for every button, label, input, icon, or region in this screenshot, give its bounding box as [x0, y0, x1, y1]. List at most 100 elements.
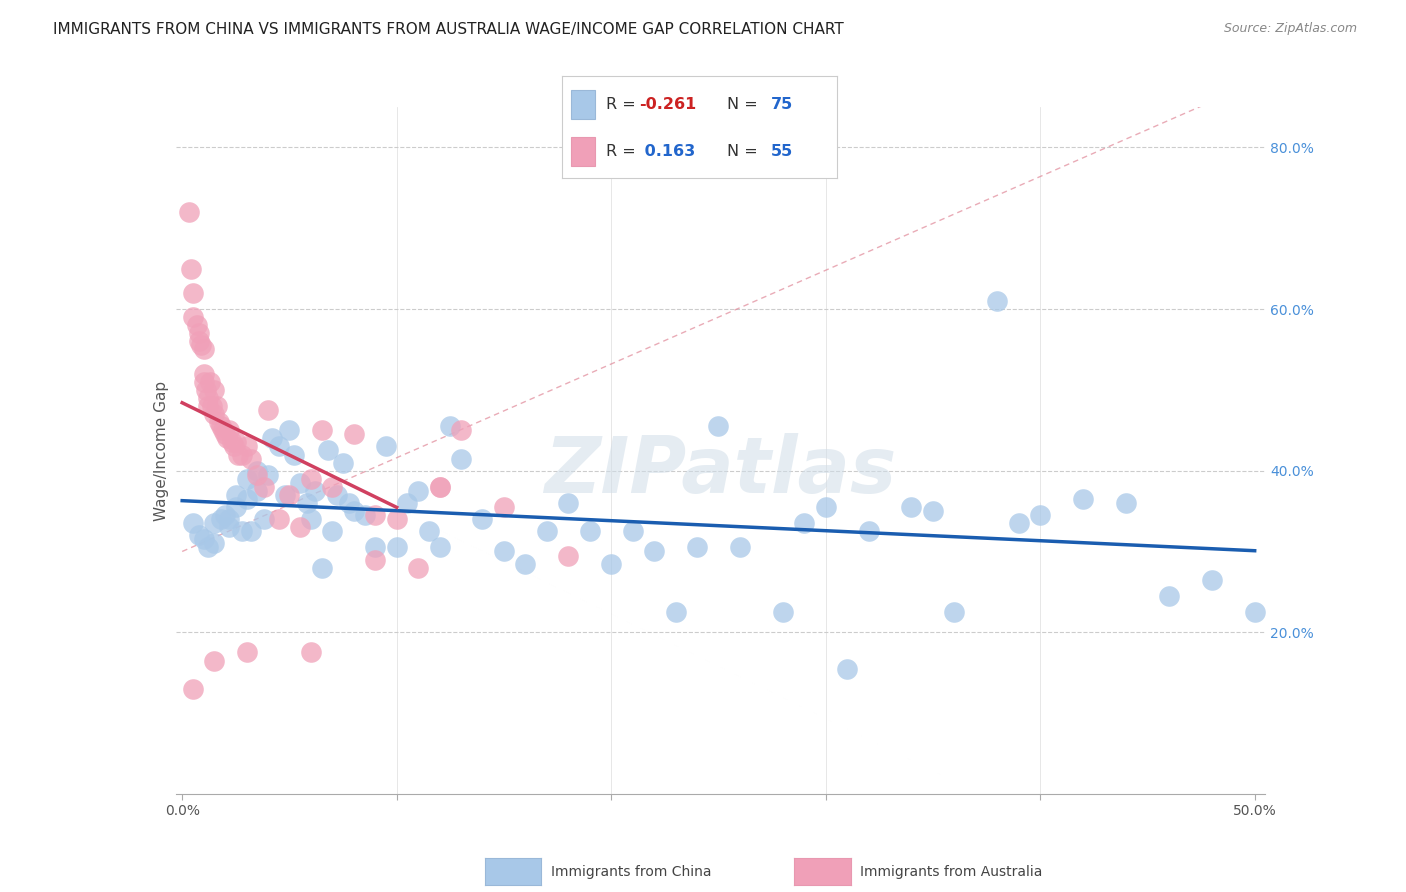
Point: [837, 662, 859, 676]
Point: [193, 343, 215, 357]
Point: [209, 512, 232, 526]
Point: [450, 423, 472, 437]
Point: [772, 605, 794, 619]
Point: [492, 500, 515, 514]
Point: [450, 451, 472, 466]
Point: [193, 375, 215, 389]
Point: [267, 439, 290, 453]
Point: [471, 512, 494, 526]
Point: [943, 605, 966, 619]
Point: [283, 448, 305, 462]
Point: [214, 508, 236, 522]
Point: [205, 399, 228, 413]
Point: [235, 491, 257, 506]
Point: [515, 557, 537, 571]
Point: [858, 524, 880, 539]
Point: [181, 681, 204, 696]
Point: [311, 560, 333, 574]
Point: [429, 541, 451, 555]
Point: [246, 464, 269, 478]
Point: [364, 541, 387, 555]
Text: 55: 55: [770, 145, 793, 160]
Point: [325, 488, 347, 502]
Point: [181, 310, 204, 325]
Point: [311, 423, 333, 437]
Point: [193, 367, 215, 381]
Point: [188, 326, 211, 341]
Y-axis label: Wage/Income Gap: Wage/Income Gap: [153, 380, 169, 521]
Point: [1201, 573, 1223, 587]
Point: [212, 423, 235, 437]
Point: [214, 427, 236, 442]
Point: [385, 512, 408, 526]
Point: [1115, 496, 1137, 510]
Point: [429, 480, 451, 494]
Point: [201, 399, 224, 413]
Text: Source: ZipAtlas.com: Source: ZipAtlas.com: [1223, 22, 1357, 36]
Point: [375, 439, 398, 453]
Point: [257, 403, 280, 417]
Point: [643, 544, 665, 558]
Point: [278, 488, 301, 502]
Point: [181, 516, 204, 531]
Point: [299, 645, 322, 659]
Point: [418, 524, 440, 539]
Point: [197, 541, 219, 555]
Point: [1071, 491, 1094, 506]
Point: [364, 552, 387, 566]
Point: [222, 439, 245, 453]
Point: [278, 423, 301, 437]
Point: [339, 496, 361, 510]
Point: [321, 480, 343, 494]
Point: [246, 483, 269, 498]
Point: [186, 318, 208, 333]
Point: [621, 524, 644, 539]
Point: [226, 448, 249, 462]
Text: ZIPatlas: ZIPatlas: [544, 433, 897, 509]
Point: [288, 475, 311, 490]
Point: [221, 435, 243, 450]
Point: [246, 467, 269, 482]
Point: [295, 496, 318, 510]
Text: Immigrants from Australia: Immigrants from Australia: [860, 865, 1043, 880]
Point: [664, 605, 686, 619]
Point: [177, 205, 200, 219]
Point: [557, 549, 579, 563]
Point: [492, 544, 515, 558]
Point: [343, 504, 366, 518]
Point: [225, 488, 247, 502]
Point: [235, 472, 257, 486]
Point: [267, 512, 290, 526]
Point: [235, 439, 257, 453]
Point: [197, 391, 219, 405]
Point: [332, 456, 354, 470]
Point: [304, 483, 326, 498]
Point: [1157, 589, 1180, 603]
Point: [1029, 508, 1052, 522]
Point: [202, 407, 225, 421]
Point: [814, 500, 837, 514]
Point: [274, 488, 297, 502]
Point: [231, 448, 253, 462]
Text: R =: R =: [606, 145, 641, 160]
Point: [793, 516, 815, 531]
Point: [208, 415, 231, 429]
Point: [353, 508, 375, 522]
Point: [536, 524, 558, 539]
Point: [193, 533, 215, 547]
Point: [197, 399, 219, 413]
Point: [316, 443, 339, 458]
Text: Immigrants from China: Immigrants from China: [551, 865, 711, 880]
Point: [209, 419, 232, 434]
Point: [288, 520, 311, 534]
Point: [231, 524, 253, 539]
Text: IMMIGRANTS FROM CHINA VS IMMIGRANTS FROM AUSTRALIA WAGE/INCOME GAP CORRELATION C: IMMIGRANTS FROM CHINA VS IMMIGRANTS FROM…: [53, 22, 844, 37]
Point: [194, 383, 217, 397]
Point: [299, 472, 322, 486]
Point: [202, 516, 225, 531]
Point: [986, 293, 1008, 308]
Point: [321, 524, 343, 539]
Point: [188, 334, 211, 349]
Point: [406, 560, 429, 574]
Point: [239, 451, 262, 466]
